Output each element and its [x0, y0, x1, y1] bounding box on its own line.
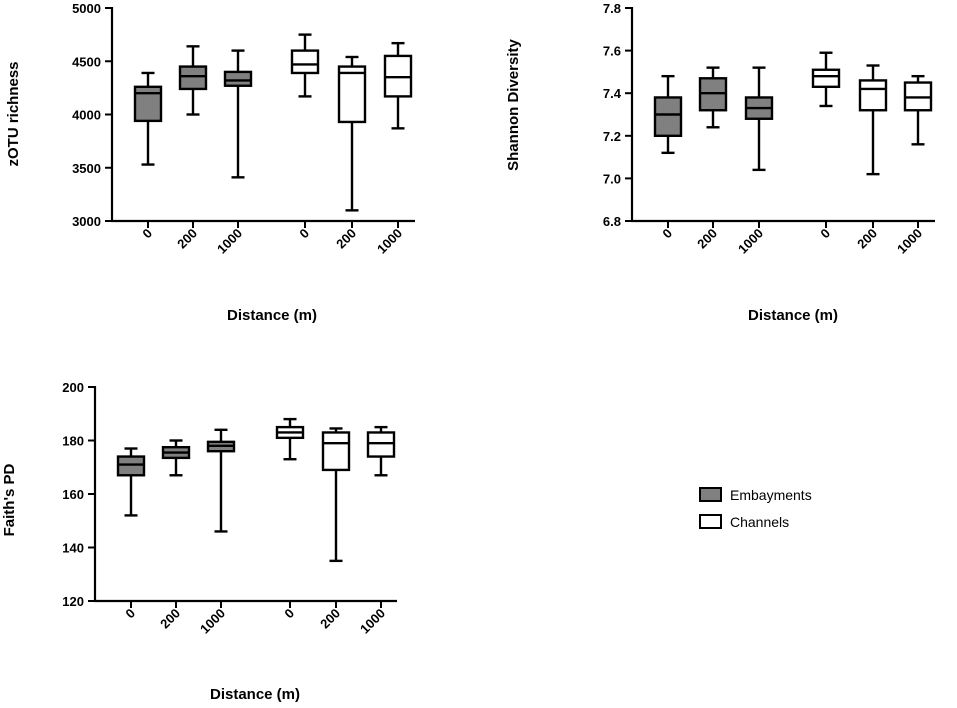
- box-plot-embayments: [133, 71, 163, 166]
- iqr-box: [858, 79, 888, 112]
- legend-swatch-channels: [699, 514, 722, 529]
- x-axis-title: Distance (m): [210, 686, 300, 703]
- y-tick-label: 7.4: [603, 86, 622, 101]
- box-plot-channels: [337, 55, 367, 212]
- iqr-box: [178, 65, 208, 91]
- y-tick-label: 4500: [72, 54, 101, 69]
- iqr-box: [290, 49, 320, 75]
- x-tick-label: 1000: [357, 606, 388, 637]
- x-tick-label: 1000: [214, 226, 245, 257]
- y-tick-label: 7.6: [603, 44, 621, 59]
- iqr-box: [321, 431, 351, 472]
- y-tick-label: 3000: [72, 214, 101, 229]
- box-plot-embayments: [223, 49, 253, 179]
- x-tick-label: 1000: [197, 606, 228, 637]
- y-tick-label: 180: [62, 434, 84, 449]
- x-tick-label: 200: [333, 226, 359, 252]
- y-tick-label: 200: [62, 380, 84, 395]
- box-plot-channels: [811, 51, 841, 108]
- box-plot-channels: [275, 417, 305, 461]
- y-tick-label: 3500: [72, 161, 101, 176]
- y-axis-title: Faith's PD: [1, 463, 18, 536]
- box-plot-channels: [858, 64, 888, 176]
- box-plot-embayments: [206, 428, 236, 533]
- x-tick-label: 200: [174, 226, 200, 252]
- y-tick-label: 120: [62, 594, 84, 609]
- y-tick-label: 7.0: [603, 171, 621, 186]
- y-tick-label: 5000: [72, 1, 101, 16]
- y-tick-label: 4000: [72, 108, 101, 123]
- y-tick-label: 7.8: [603, 1, 621, 16]
- iqr-box: [133, 85, 163, 123]
- iqr-box: [337, 65, 367, 124]
- box-plot-channels: [290, 33, 320, 98]
- x-axis-title: Distance (m): [748, 307, 838, 324]
- box-plot-channels: [366, 425, 396, 477]
- y-tick-label: 7.2: [603, 129, 621, 144]
- shannon-diversity-panel: 6.87.07.27.47.67.80 200 1000 0 200 1000Distan…: [505, 1, 935, 324]
- box-plot-embayments: [178, 45, 208, 116]
- y-tick-label: 140: [62, 541, 84, 556]
- y-axis-title: Shannon Diversity: [505, 38, 522, 170]
- box-plot-embayments: [116, 447, 146, 517]
- iqr-box: [811, 68, 841, 89]
- x-axis-title: Distance (m): [227, 307, 317, 324]
- legend-label-channels: Channels: [730, 514, 789, 530]
- x-tick-label: 200: [317, 606, 343, 632]
- box-plot-embayments: [161, 439, 191, 477]
- x-tick-label: 1000: [735, 226, 766, 257]
- legend-swatch-embayments: [699, 487, 722, 502]
- iqr-box: [223, 70, 253, 87]
- y-tick-label: 160: [62, 487, 84, 502]
- x-tick-label: 200: [694, 226, 720, 252]
- iqr-box: [116, 455, 146, 477]
- box-plot-embayments: [744, 66, 774, 172]
- x-tick-label: 1000: [894, 226, 925, 257]
- box-plot-channels: [321, 427, 351, 563]
- box-plot-embayments: [653, 74, 683, 155]
- box-plot-embayments: [698, 66, 728, 129]
- box-plot-channels: [383, 41, 413, 130]
- x-tick-label: 200: [854, 226, 880, 252]
- legend: Embayments Channels: [699, 487, 812, 530]
- x-tick-label: 1000: [374, 226, 405, 257]
- box-plot-channels: [903, 74, 933, 146]
- legend-label-embayments: Embayments: [730, 487, 812, 503]
- iqr-box: [366, 431, 396, 458]
- x-tick-label: 200: [157, 606, 183, 632]
- y-tick-label: 6.8: [603, 214, 621, 229]
- y-axis-title: zOTU richness: [5, 61, 22, 166]
- iqr-box: [653, 96, 683, 137]
